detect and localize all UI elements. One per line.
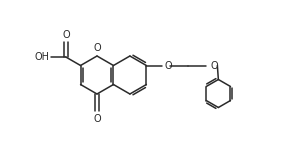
Text: O: O — [93, 43, 101, 52]
Text: O: O — [62, 30, 70, 40]
Text: OH: OH — [35, 52, 50, 62]
Text: O: O — [164, 60, 172, 71]
Text: O: O — [210, 60, 218, 71]
Text: O: O — [93, 114, 101, 125]
